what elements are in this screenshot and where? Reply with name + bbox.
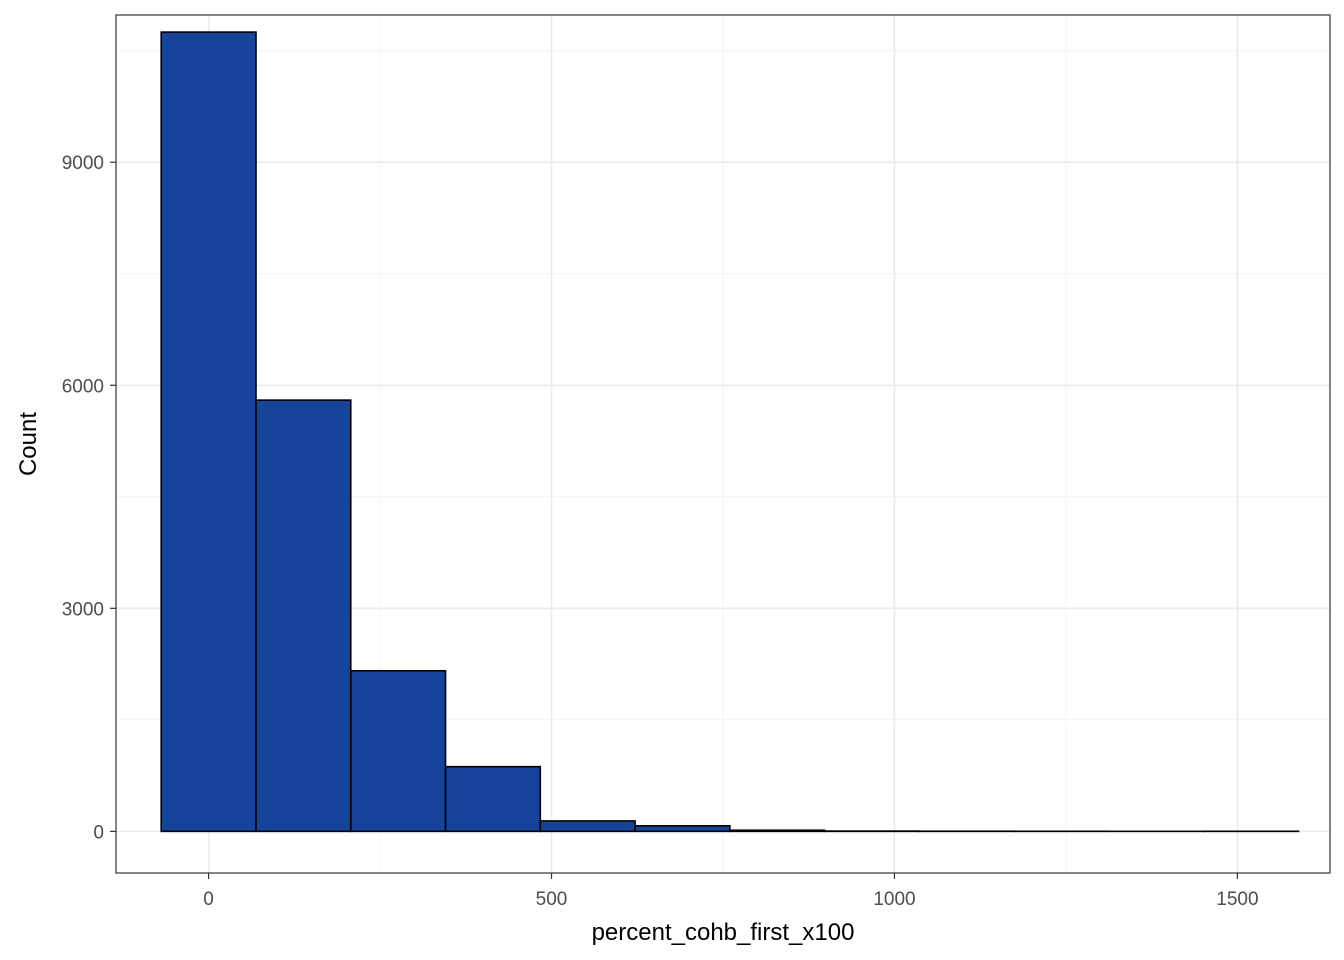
y-tick-label: 9000	[62, 153, 104, 174]
x-tick-label: 1000	[873, 889, 915, 910]
histogram-bar-3	[444, 765, 542, 833]
bars	[160, 31, 1300, 833]
histogram-bar-2	[349, 669, 447, 833]
panel-border	[115, 14, 1331, 874]
histogram-bar-5	[634, 824, 731, 833]
histogram-bar-6	[729, 829, 826, 833]
x-axis-title: percent_cohb_first_x100	[592, 919, 855, 946]
axes: 0 500 1000 1500 0 3000 6000 9000	[62, 153, 1259, 910]
y-tick-label: 3000	[62, 599, 104, 620]
histogram-bar-0	[160, 31, 257, 833]
histogram-bar-1	[255, 399, 352, 833]
x-tick-label: 0	[203, 889, 214, 910]
x-tick-label: 1500	[1216, 889, 1258, 910]
y-axis-title: Count	[15, 412, 42, 476]
x-tick-label: 500	[536, 889, 568, 910]
histogram-bar-4	[539, 820, 636, 833]
y-tick-label: 6000	[62, 376, 104, 397]
y-tick-label: 0	[93, 822, 104, 843]
